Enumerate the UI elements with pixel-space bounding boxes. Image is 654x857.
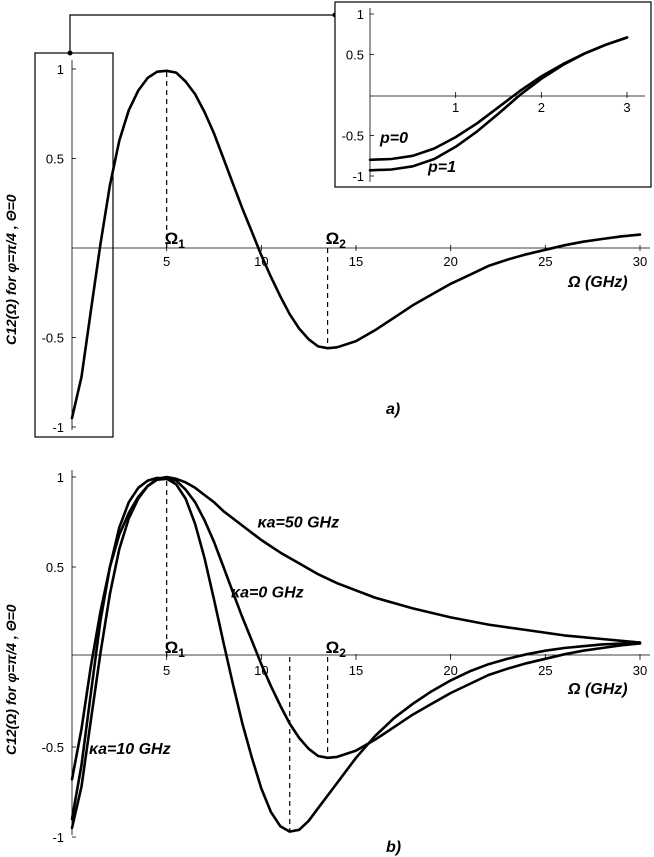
x-tick-label: 30 [633,663,647,678]
marker-label: Ω2 [326,229,347,251]
panel-a-zoom-connector [69,14,335,53]
inset-x-ticks: 1 2 3 [452,92,631,115]
panel-b: 5 10 15 20 25 30 10.5-0.5-1 Ω1 Ω2 κa=50 GHzκa=… [3,470,650,856]
panel-b-label: b) [386,839,401,856]
x-tick-label: 15 [349,663,363,678]
panel-a-zoom-rect [34,52,114,438]
y-tick-label: 0.5 [46,152,64,167]
x-tick-label: 20 [443,254,457,269]
panel-b-y-ticks: 1 0.5 -0.5 -1 [42,470,76,845]
inset-y-tick-label: -0.5 [342,129,364,144]
panel-b-markers: Ω1 Ω2 [165,477,347,832]
inset-x-tick-label: 1 [452,100,459,115]
panel-b-series-labels: κa=50 GHz κa=0 GHz κa=10 GHz [89,514,339,758]
inset-x-tick-label: 2 [538,100,545,115]
series-label: κa=10 GHz [89,741,171,758]
x-tick-label: 25 [538,663,552,678]
panel-a-x-ticks: 5 10 15 20 25 30 [163,245,647,269]
panel-a-y-label: C12(Ω) for φ=π/4 , Θ=0 [3,194,19,345]
y-tick-label: -1 [52,420,64,435]
inset-curve-p1 [368,36,629,172]
panel-a-markers: Ω1 Ω2 [165,70,347,349]
y-tick-label: 0.5 [46,560,64,575]
y-tick-label: -1 [52,830,64,845]
x-tick-label: 20 [443,663,457,678]
inset-label-p0: p=0 [379,130,408,147]
panel-b-curve-k0 [70,477,642,830]
panel-b-x-label: Ω (GHz) [567,681,628,698]
marker-label: Ω1 [165,638,186,660]
series-label: κa=0 GHz [231,585,304,602]
x-tick-label: 5 [163,254,170,269]
y-tick-label: 1 [57,62,64,77]
y-tick-label: -0.5 [42,740,64,755]
inset-chart: 1 2 3 1 0.5 -0.5 -1 p=0 p=1 [334,1,652,188]
marker-label: Ω2 [326,638,347,660]
series-label: κa=50 GHz [258,514,340,531]
panel-a-y-ticks: 1 0.5 -0.5 -1 [42,62,76,435]
marker-label: Ω1 [165,229,186,251]
x-tick-label: 5 [163,663,170,678]
connector-dot-start [67,50,73,56]
y-tick-label: -0.5 [42,331,64,346]
panel-b-curve-k50 [70,475,642,781]
inset-y-ticks: 1 0.5 -0.5 -1 [342,7,374,184]
panel-a-x-label: Ω (GHz) [567,274,628,291]
inset-label-p1: p=1 [427,159,456,176]
panel-b-x-ticks: 5 10 15 20 25 30 [163,654,647,678]
panel-b-y-label: C12(Ω) for φ=π/4 , Θ=0 [3,604,19,755]
x-tick-label: 30 [633,254,647,269]
inset-x-tick-label: 3 [623,100,630,115]
y-tick-label: 1 [57,470,64,485]
x-tick-label: 15 [349,254,363,269]
inset-y-tick-label: -1 [352,169,364,184]
panel-a-main-curve [70,69,642,420]
inset-y-tick-label: 0.5 [346,48,364,63]
panel-a-label: a) [386,401,400,418]
inset-frame [334,1,652,188]
x-tick-label: 25 [538,254,552,269]
inset-y-tick-label: 1 [357,7,364,22]
panel-b-curve-k10 [70,476,642,833]
